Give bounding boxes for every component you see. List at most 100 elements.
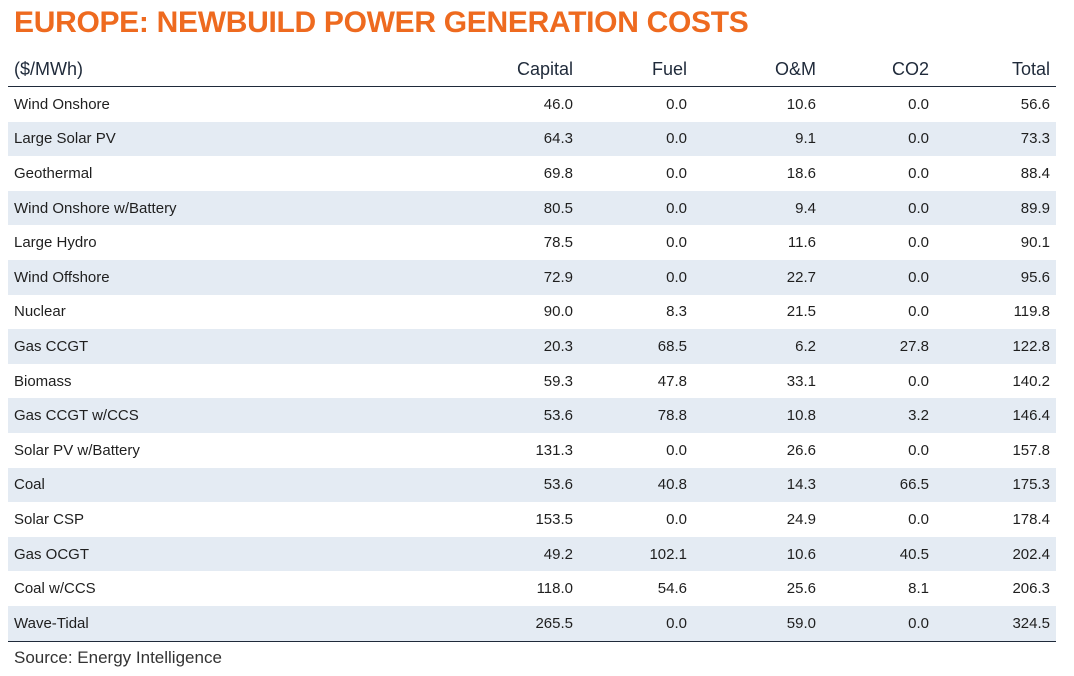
co2-cell: 3.2 bbox=[822, 398, 935, 433]
fuel-cell: 0.0 bbox=[579, 190, 693, 226]
co2-cell: 0.0 bbox=[822, 121, 935, 157]
fuel-cell: 78.8 bbox=[579, 398, 693, 433]
technology-cell: Solar CSP bbox=[14, 510, 85, 528]
fuel-cell: 0.0 bbox=[666, 95, 687, 113]
technology-cell: Coal bbox=[8, 467, 248, 503]
total-cell: 178.4 bbox=[1012, 510, 1050, 528]
om-cell: 10.6 bbox=[693, 536, 822, 572]
capital-cell: 265.5 bbox=[248, 605, 579, 642]
co2-cell: 0.0 bbox=[908, 510, 929, 528]
table-row: Wind Onshore w/Battery 80.5 0.0 9.4 0.0 89.9 bbox=[8, 190, 1056, 226]
total-cell: 140.2 bbox=[1012, 372, 1050, 390]
fuel-cell: 0.0 bbox=[579, 605, 693, 642]
table-row: Geothermal 69.8 0.0 18.6 0.0 88.4 bbox=[8, 156, 1056, 191]
om-cell: 24.9 bbox=[786, 510, 816, 528]
total-cell: 202.4 bbox=[935, 536, 1056, 572]
table-row: Biomass 59.3 47.8 33.1 0.0 140.2 bbox=[8, 364, 1056, 399]
total-cell: 90.1 bbox=[1020, 234, 1050, 252]
co2-cell: 0.0 bbox=[908, 95, 929, 113]
total-cell: 88.4 bbox=[1020, 164, 1050, 182]
co2-cell: 40.5 bbox=[822, 536, 935, 572]
technology-cell: Biomass bbox=[14, 372, 72, 390]
table-row: Wind Onshore 46.0 0.0 10.6 0.0 56.6 bbox=[8, 87, 1056, 122]
table-row: Solar CSP 153.5 0.0 24.9 0.0 178.4 bbox=[8, 502, 1056, 537]
table-title: EUROPE: NEWBUILD POWER GENERATION COSTS bbox=[14, 6, 749, 39]
table-row: Solar PV w/Battery 131.3 0.0 26.6 0.0 157.8 bbox=[8, 433, 1056, 468]
om-cell: 6.2 bbox=[693, 329, 822, 364]
table-row: Coal 53.6 40.8 14.3 66.5 175.3 bbox=[8, 467, 1056, 503]
technology-cell: Gas OCGT bbox=[8, 536, 248, 572]
capital-cell: 64.3 bbox=[248, 121, 579, 157]
technology-cell: Wind Onshore w/Battery bbox=[8, 190, 248, 226]
fuel-cell: 0.0 bbox=[666, 164, 687, 182]
fuel-cell: 68.5 bbox=[579, 329, 693, 364]
total-cell: 89.9 bbox=[935, 190, 1056, 226]
fuel-cell: 8.3 bbox=[666, 303, 687, 321]
capital-cell: 53.6 bbox=[248, 398, 579, 433]
header-total: Total bbox=[935, 52, 1056, 87]
om-cell: 10.8 bbox=[693, 398, 822, 433]
capital-cell: 78.5 bbox=[543, 234, 573, 252]
capital-cell: 20.3 bbox=[248, 329, 579, 364]
header-row: ($/MWh) Capital Fuel O&M CO2 Total bbox=[8, 52, 1056, 87]
capital-cell: 80.5 bbox=[248, 190, 579, 226]
total-cell: 95.6 bbox=[935, 259, 1056, 295]
om-cell: 14.3 bbox=[693, 467, 822, 503]
technology-cell: Geothermal bbox=[14, 164, 93, 182]
technology-cell: Wind Offshore bbox=[8, 259, 248, 295]
total-cell: 324.5 bbox=[935, 605, 1056, 642]
om-cell: 18.6 bbox=[786, 164, 816, 182]
om-cell: 9.1 bbox=[693, 121, 822, 157]
capital-cell: 69.8 bbox=[543, 164, 573, 182]
om-cell: 33.1 bbox=[786, 372, 816, 390]
co2-cell: 0.0 bbox=[908, 164, 929, 182]
capital-cell: 118.0 bbox=[536, 580, 573, 598]
fuel-cell: 47.8 bbox=[657, 372, 687, 390]
co2-cell: 0.0 bbox=[908, 234, 929, 252]
capital-cell: 153.5 bbox=[535, 510, 573, 528]
co2-cell: 0.0 bbox=[908, 372, 929, 390]
co2-cell: 0.0 bbox=[822, 259, 935, 295]
total-cell: 206.3 bbox=[1012, 580, 1050, 598]
fuel-cell: 40.8 bbox=[579, 467, 693, 503]
co2-cell: 66.5 bbox=[822, 467, 935, 503]
co2-cell: 0.0 bbox=[908, 441, 929, 459]
om-cell: 26.6 bbox=[786, 441, 816, 459]
total-cell: 157.8 bbox=[1012, 441, 1050, 459]
table-row: Wave-Tidal 265.5 0.0 59.0 0.0 324.5 bbox=[8, 605, 1056, 642]
technology-cell: Wind Onshore bbox=[14, 95, 110, 113]
fuel-cell: 102.1 bbox=[579, 536, 693, 572]
header-capital: Capital bbox=[248, 52, 579, 87]
table-row: Large Hydro 78.5 0.0 11.6 0.0 90.1 bbox=[8, 225, 1056, 260]
capital-cell: 46.0 bbox=[543, 95, 573, 113]
header-om: O&M bbox=[693, 52, 822, 87]
total-cell: 119.8 bbox=[1013, 303, 1050, 321]
capital-cell: 90.0 bbox=[543, 303, 573, 321]
fuel-cell: 0.0 bbox=[579, 121, 693, 157]
om-cell: 59.0 bbox=[693, 605, 822, 642]
cost-table: ($/MWh) Capital Fuel O&M CO2 Total Wind … bbox=[8, 52, 1056, 642]
co2-cell: 0.0 bbox=[822, 605, 935, 642]
om-cell: 10.6 bbox=[786, 95, 816, 113]
om-cell: 25.6 bbox=[786, 580, 816, 598]
om-cell: 9.4 bbox=[693, 190, 822, 226]
fuel-cell: 0.0 bbox=[666, 441, 687, 459]
technology-cell: Large Solar PV bbox=[8, 121, 248, 157]
total-cell: 56.6 bbox=[1020, 95, 1050, 113]
om-cell: 21.5 bbox=[786, 303, 816, 321]
technology-cell: Gas CCGT w/CCS bbox=[8, 398, 248, 433]
source-note: Source: Energy Intelligence bbox=[14, 648, 222, 667]
capital-cell: 72.9 bbox=[248, 259, 579, 295]
technology-cell: Solar PV w/Battery bbox=[14, 441, 140, 459]
co2-cell: 0.0 bbox=[822, 190, 935, 226]
technology-cell: Wave-Tidal bbox=[8, 605, 248, 642]
co2-cell: 27.8 bbox=[822, 329, 935, 364]
capital-cell: 49.2 bbox=[248, 536, 579, 572]
fuel-cell: 0.0 bbox=[666, 234, 687, 252]
fuel-cell: 54.6 bbox=[657, 580, 687, 598]
capital-cell: 131.3 bbox=[535, 441, 573, 459]
total-cell: 73.3 bbox=[935, 121, 1056, 157]
om-cell: 22.7 bbox=[693, 259, 822, 295]
om-cell: 11.6 bbox=[787, 234, 816, 252]
table-row: Nuclear 90.0 8.3 21.5 0.0 119.8 bbox=[8, 295, 1056, 330]
